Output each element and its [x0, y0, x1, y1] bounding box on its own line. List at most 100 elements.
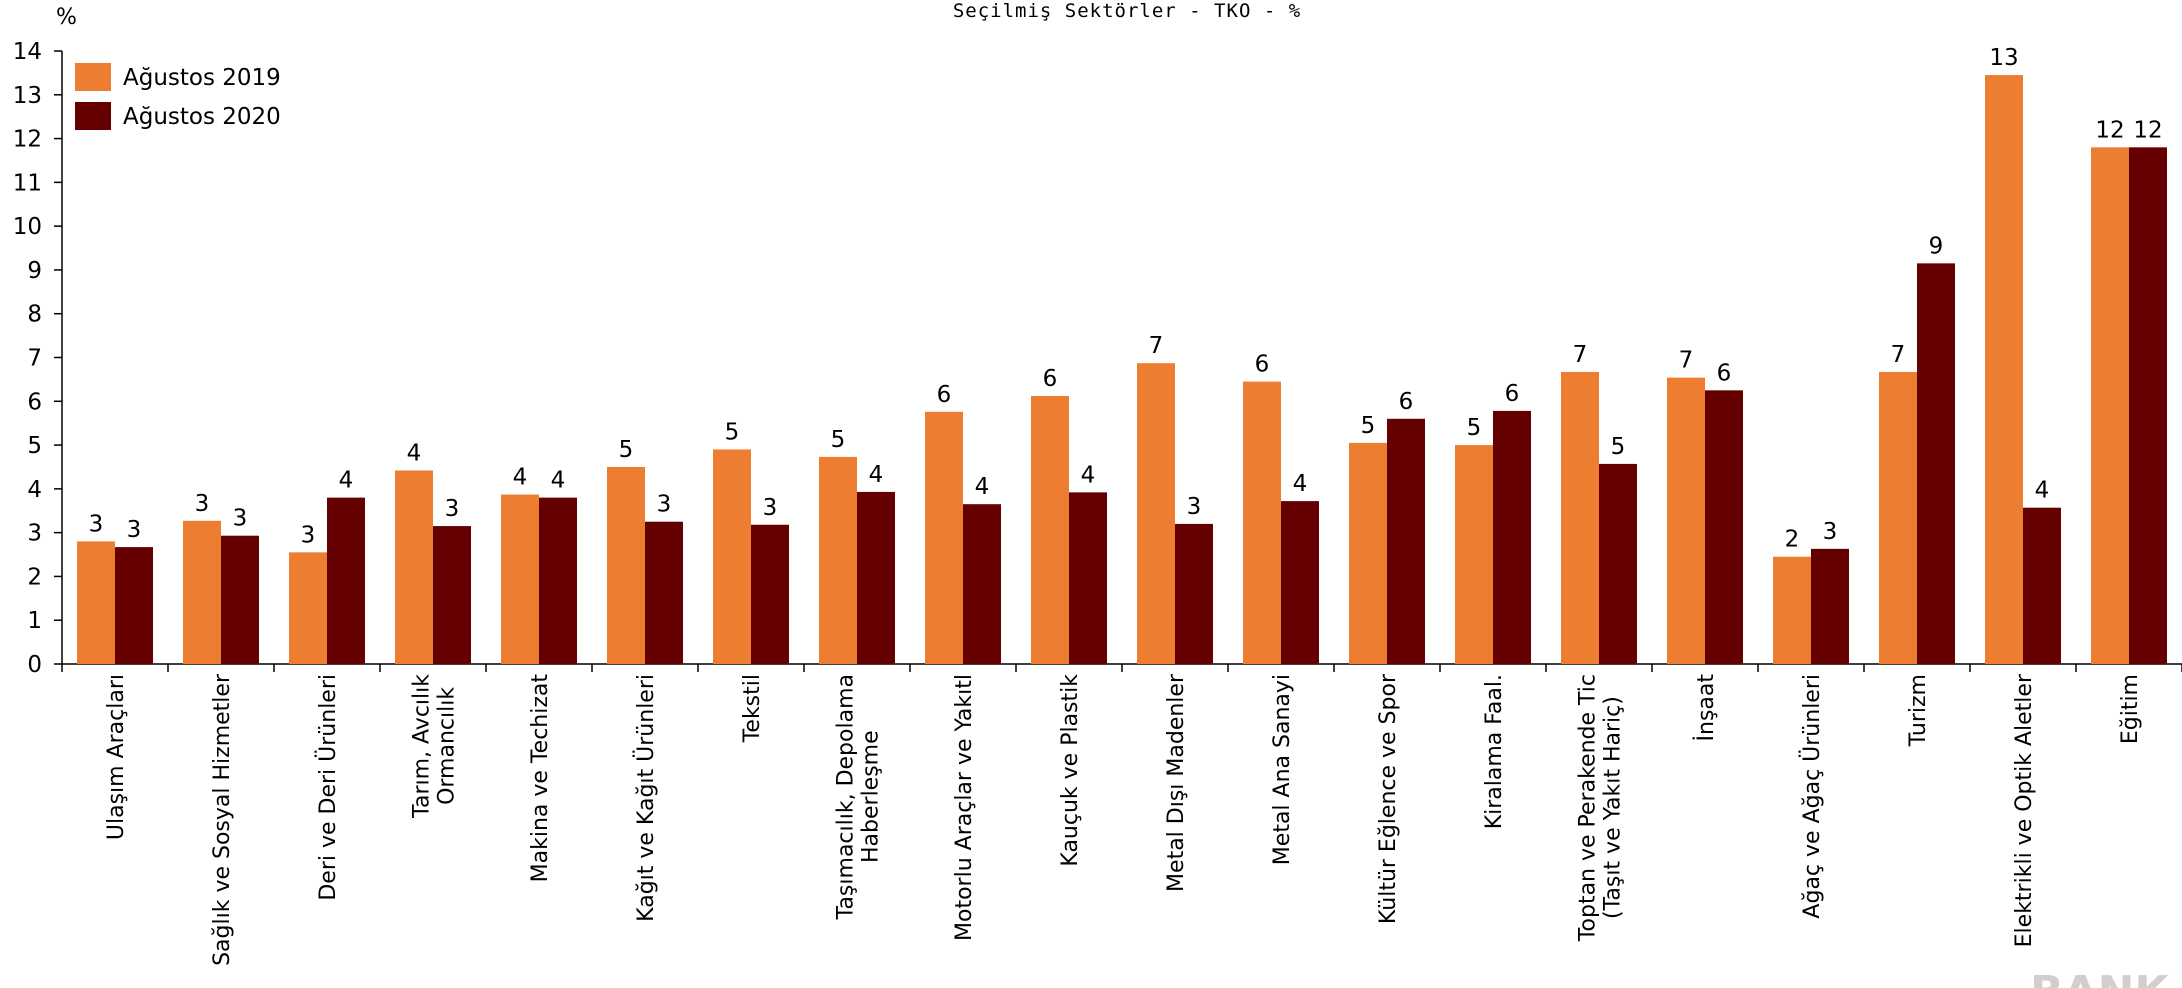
category-label-tarim-avcilik-ormancilik: Tarım, Avcılık Ormancılık [410, 674, 460, 819]
data-label-agustos-2020: 3 [1187, 494, 1202, 520]
data-label-agustos-2020: 4 [975, 474, 990, 500]
category-label-metal-ana-sanayi: Metal Ana Sanayi [1270, 674, 1295, 865]
category-label-line: Deri ve Deri Ürünleri [315, 674, 341, 901]
data-label-agustos-2019: 5 [1467, 415, 1482, 441]
category-label-line: İnşaat [1693, 674, 1719, 742]
bar-agustos-2020-kaucuk-ve-plastik [1069, 492, 1107, 664]
legend-swatch-agustos-2019 [75, 63, 111, 91]
category-label-line: Eğitim [2118, 674, 2143, 744]
y-tick-label: 2 [27, 564, 42, 590]
data-label-agustos-2020: 3 [1823, 519, 1838, 545]
data-label-agustos-2020: 6 [1717, 360, 1732, 386]
bar-agustos-2020-agac-ve-agac-urunleri [1811, 548, 1849, 664]
category-label-line: Ağaç ve Ağaç Ürünleri [1799, 674, 1825, 919]
bar-agustos-2019-turizm [1879, 371, 1917, 664]
category-label-toptan-ve-perakende-tic-tasit-ve-yakit-haric: Toptan ve Perakende Tic (Taşıt ve Yakıt H… [1576, 674, 1626, 942]
data-label-agustos-2020: 4 [2035, 478, 2050, 504]
data-label-agustos-2020: 3 [127, 517, 142, 543]
bar-agustos-2019-ulasim-araclari [77, 541, 115, 664]
category-label-line: Taşımacılık, Depolama [834, 674, 859, 920]
bar-agustos-2020-metal-ana-sanayi [1281, 501, 1319, 664]
bar-agustos-2020-metal-disi-madenler [1175, 523, 1213, 664]
bar-agustos-2020-deri-ve-deri-urunleri [327, 497, 365, 664]
data-label-agustos-2020: 4 [869, 462, 884, 488]
bar-agustos-2020-saglik-ve-sosyal-hizmetler [221, 535, 259, 664]
category-label-line: Sağlık ve Sosyal Hizmetler [210, 673, 235, 966]
y-tick-label: 8 [27, 302, 42, 328]
data-label-agustos-2019: 7 [1679, 348, 1694, 374]
legend: Ağustos 2019 Ağustos 2020 [75, 63, 281, 130]
category-label-insaat: İnşaat [1693, 674, 1719, 742]
y-tick-label: 11 [13, 170, 42, 196]
bar-agustos-2019-insaat [1667, 377, 1705, 664]
bar-agustos-2020-turizm [1917, 263, 1955, 664]
legend-swatch-agustos-2020 [75, 102, 111, 130]
bar-agustos-2019-agac-ve-agac-urunleri [1773, 556, 1811, 664]
data-label-agustos-2020: 9 [1929, 233, 1944, 259]
legend-label-agustos-2020: Ağustos 2020 [123, 104, 281, 130]
category-label-elektrikli-ve-optik-aletler: Elektrikli ve Optik Aletler [2012, 673, 2037, 947]
bar-agustos-2020-kultur-eglence-ve-spor [1387, 418, 1425, 664]
data-label-agustos-2019: 6 [937, 382, 952, 408]
category-label-line: Elektrikli ve Optik Aletler [2012, 673, 2037, 947]
y-axis-unit-label: % [56, 5, 77, 30]
data-label-agustos-2019: 3 [195, 491, 210, 517]
bar-agustos-2019-kiralama-faal [1455, 445, 1493, 664]
bar-agustos-2019-kaucuk-ve-plastik [1031, 396, 1069, 664]
bar-agustos-2019-saglik-ve-sosyal-hizmetler [183, 520, 221, 664]
y-tick-label: 13 [13, 83, 42, 109]
bars-group [77, 75, 2167, 665]
data-label-agustos-2019: 7 [1891, 342, 1906, 368]
y-tick-label: 12 [13, 127, 42, 153]
data-label-agustos-2019: 5 [725, 419, 740, 445]
data-label-agustos-2019: 12 [2095, 117, 2124, 143]
data-label-agustos-2020: 3 [233, 506, 248, 532]
bar-agustos-2019-makina-ve-techizat [501, 494, 539, 664]
data-label-agustos-2020: 3 [657, 492, 672, 518]
bar-agustos-2020-insaat [1705, 390, 1743, 664]
data-label-agustos-2019: 3 [89, 511, 104, 537]
watermark-logo: BANK [2030, 967, 2170, 988]
y-tick-label: 6 [27, 389, 42, 415]
category-label-line: Kültür Eğlence ve Spor [1376, 673, 1401, 924]
bar-agustos-2019-metal-disi-madenler [1137, 363, 1175, 664]
category-label-agac-ve-agac-urunleri: Ağaç ve Ağaç Ürünleri [1799, 674, 1825, 919]
category-label-tasimacilik-depolama-haberlesme: Taşımacılık, Depolama Haberleşme [834, 674, 884, 920]
bar-agustos-2020-motorlu-araclar-ve-yakitl [963, 504, 1001, 664]
y-tick-label: 0 [27, 652, 42, 678]
legend-label-agustos-2019: Ağustos 2019 [123, 65, 281, 91]
category-labels-group: Ulaşım Araçları Sağlık ve Sosyal Hizmetle… [104, 673, 2143, 966]
category-label-deri-ve-deri-urunleri: Deri ve Deri Ürünleri [315, 674, 341, 901]
category-label-motorlu-araclar-ve-yakitl: Motorlu Araçlar ve Yakıtl [952, 674, 977, 941]
category-label-line: Ulaşım Araçları [104, 674, 129, 840]
y-tick-label: 5 [27, 433, 42, 459]
data-label-agustos-2019: 7 [1149, 333, 1164, 359]
category-label-kaucuk-ve-plastik: Kauçuk ve Plastik [1058, 674, 1083, 867]
bar-agustos-2019-deri-ve-deri-urunleri [289, 552, 327, 664]
y-tick-label: 9 [27, 258, 42, 284]
data-label-agustos-2020: 4 [551, 468, 566, 494]
category-label-line: Turizm [1906, 674, 1931, 747]
category-label-line: Kauçuk ve Plastik [1058, 674, 1083, 867]
bar-agustos-2020-tekstil [751, 524, 789, 664]
bar-agustos-2020-toptan-ve-perakende-tic-tasit-ve-yakit-haric [1599, 463, 1637, 664]
data-label-agustos-2020: 5 [1611, 434, 1626, 460]
x-axis [61, 663, 2182, 672]
category-label-line: Haberleşme [859, 730, 884, 863]
category-label-line: Tekstil [740, 674, 765, 743]
data-label-agustos-2019: 6 [1255, 352, 1270, 378]
category-label-line: Metal Dışı Madenler [1164, 673, 1189, 892]
category-label-line: Makina ve Techizat [528, 674, 553, 883]
category-label-line: Motorlu Araçlar ve Yakıtl [952, 674, 977, 941]
y-tick-label: 3 [27, 521, 42, 547]
category-label-metal-disi-madenler: Metal Dışı Madenler [1164, 673, 1189, 892]
category-label-kagit-ve-kagit-urunleri: Kağıt ve Kağıt Ürünleri [633, 674, 659, 922]
data-label-agustos-2019: 4 [407, 440, 422, 466]
category-label-line: Ormancılık [435, 687, 460, 805]
data-label-agustos-2020: 6 [1399, 389, 1414, 415]
y-tick-label: 14 [13, 39, 42, 65]
bar-agustos-2020-kiralama-faal [1493, 410, 1531, 664]
category-label-tekstil: Tekstil [740, 674, 765, 743]
data-label-agustos-2020: 12 [2133, 117, 2162, 143]
